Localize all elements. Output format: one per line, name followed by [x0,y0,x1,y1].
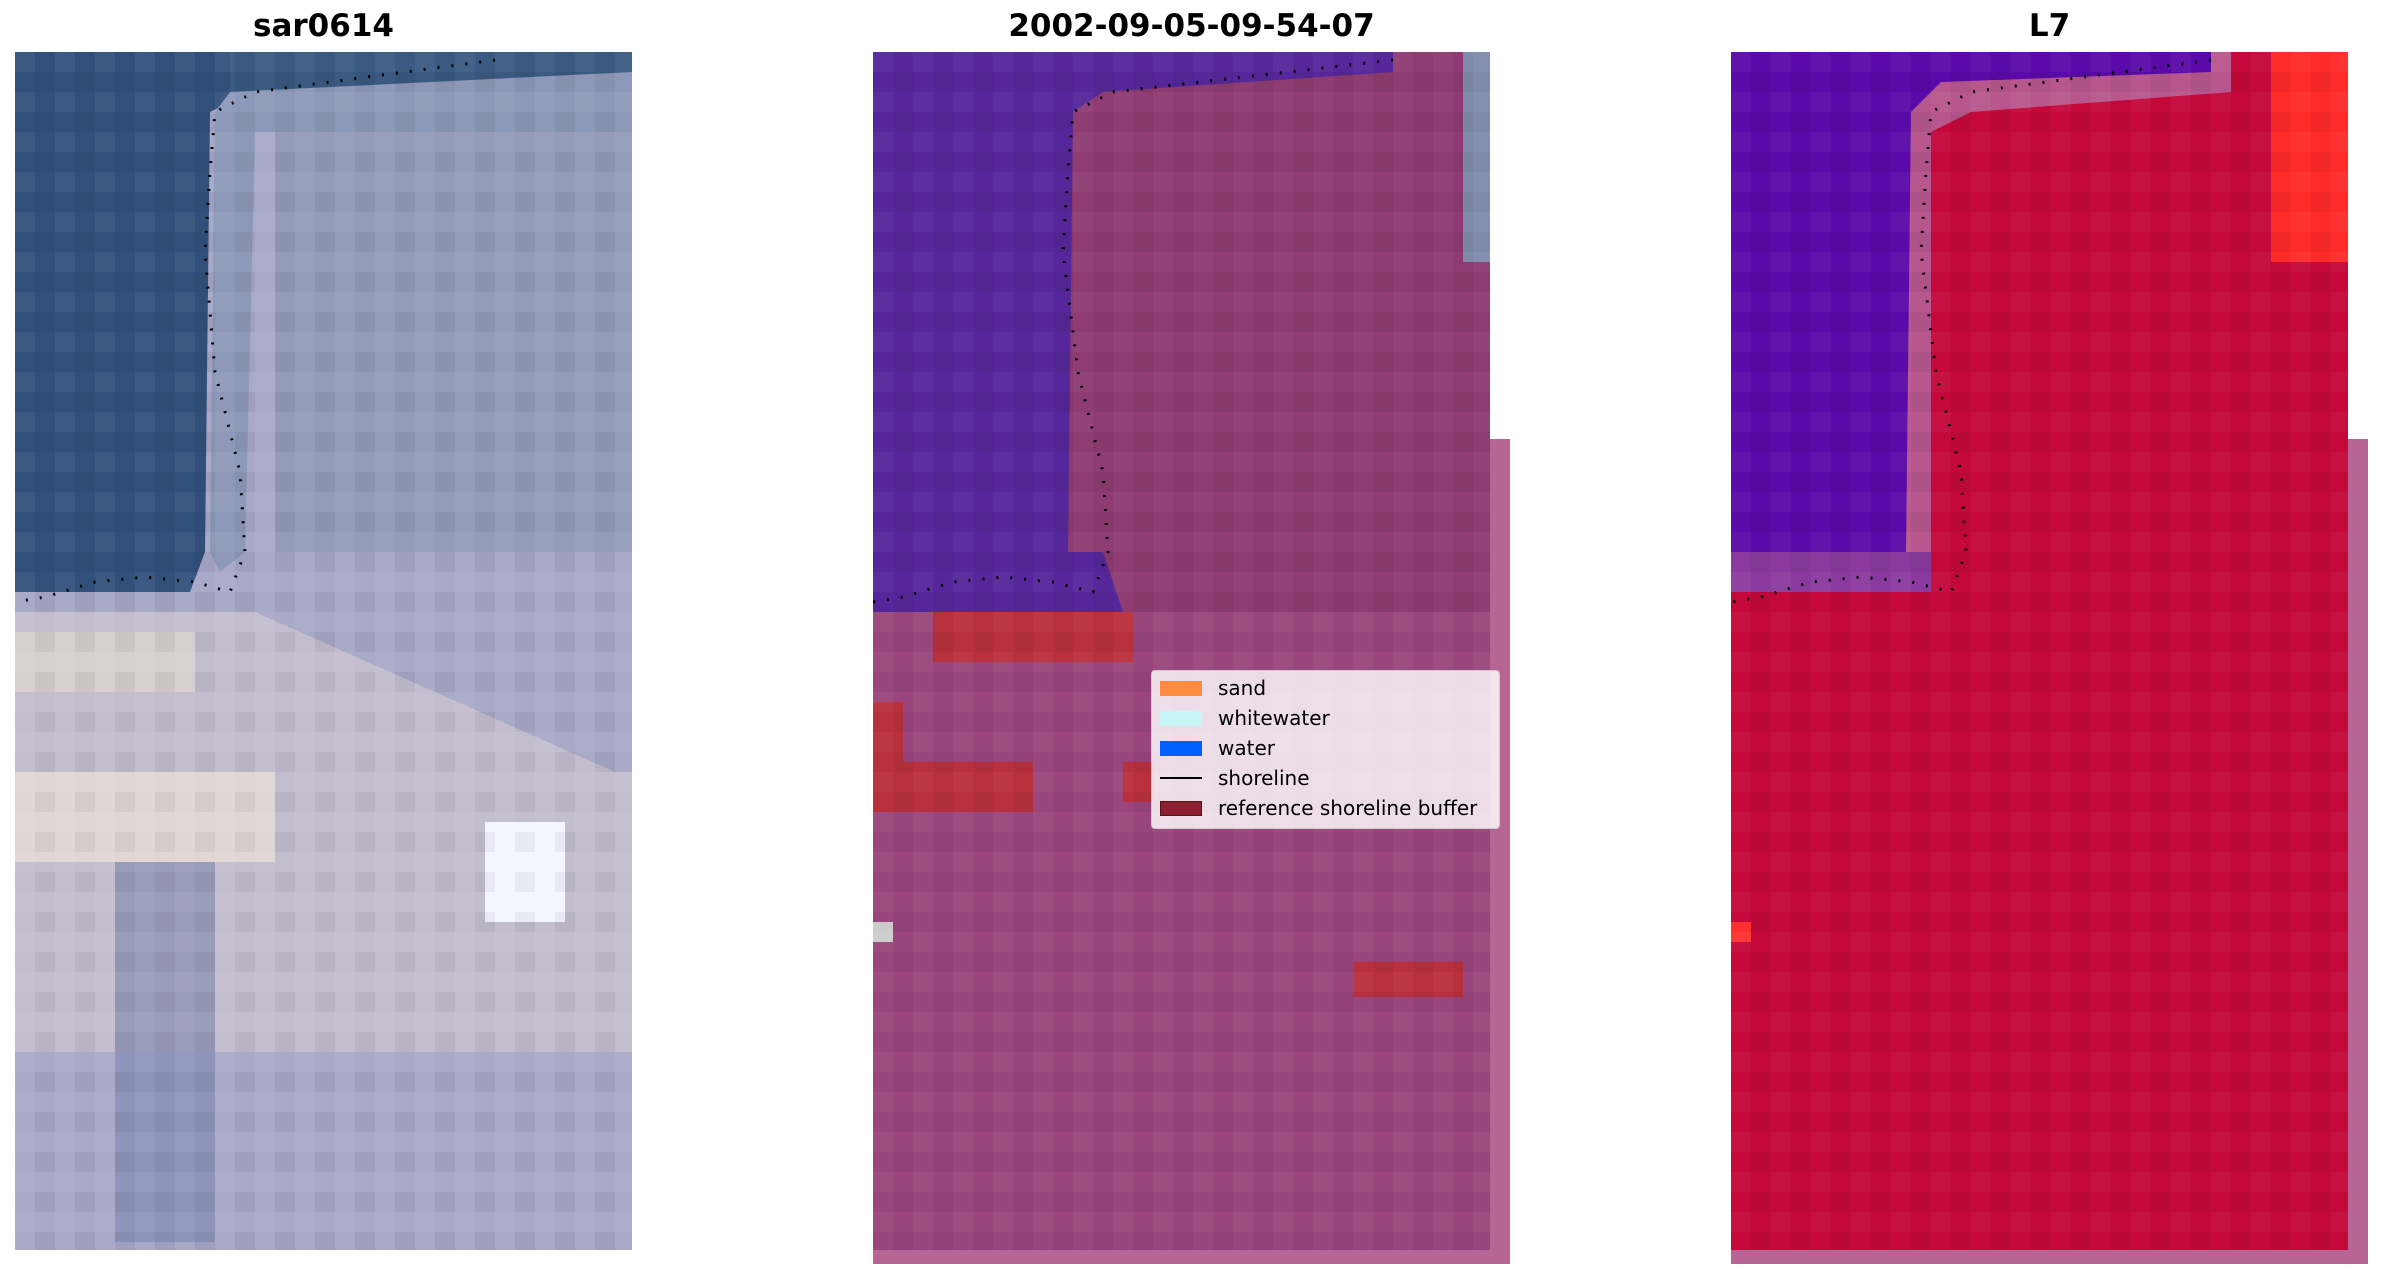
legend-item-whitewater: whitewater [1160,703,1330,733]
legend-item-shoreline: shoreline [1160,763,1310,793]
pixel-texture [15,52,632,1250]
legend-label-shoreline: shoreline [1218,766,1310,790]
legend: sand whitewater water shoreline referenc… [1151,670,1500,829]
legend-swatch-sand [1160,680,1202,696]
legend-label-sand: sand [1218,676,1267,700]
legend-label-reference-buffer: reference shoreline buffer [1218,796,1478,820]
index-image-panel [1731,52,2368,1264]
legend-item-water: water [1160,733,1275,763]
legend-swatch-water [1160,740,1202,756]
pixel-texture [873,52,1490,1250]
legend-swatch-whitewater [1160,710,1202,726]
panel-title-index: L7 [2028,8,2071,44]
pixel-texture [1731,52,2348,1250]
legend-label-whitewater: whitewater [1218,706,1330,730]
panel-title-classified: 2002-09-05-09-54-07 [1008,8,1375,44]
legend-item-sand: sand [1160,673,1266,703]
shoreline-line [873,58,1394,604]
rgb-image-panel [15,52,632,1250]
legend-swatch-reference-buffer [1160,800,1202,816]
legend-label-water: water [1218,736,1275,760]
legend-swatch-shoreline [1160,777,1202,779]
legend-item-reference-buffer: reference shoreline buffer [1160,793,1477,823]
panel-title-rgb: sar0614 [253,8,394,44]
classified-image-panel [873,52,1510,1264]
